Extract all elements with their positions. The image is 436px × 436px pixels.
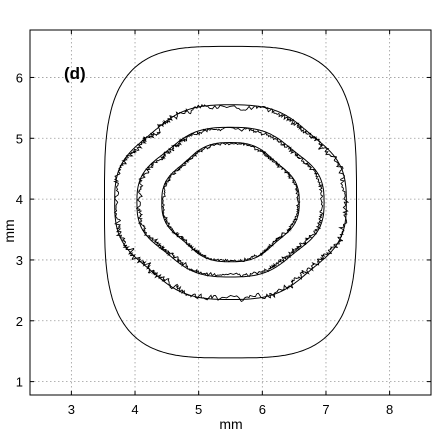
y-tick-label: 5 [16, 131, 23, 146]
axis-ticks: 3 4 5 6 7 8 1 2 3 4 5 6 [16, 30, 431, 417]
irregular-contour-line [113, 103, 350, 302]
y-tick-label: 3 [16, 253, 23, 268]
x-tick-label: 4 [131, 402, 138, 417]
x-tick-label: 3 [68, 402, 75, 417]
x-tick-label: 6 [259, 402, 266, 417]
x-tick-label: 5 [195, 402, 202, 417]
irregular-contour-line [161, 142, 301, 263]
x-tick-label: 7 [322, 402, 329, 417]
y-axis-label: mm [1, 219, 17, 242]
x-axis-label: mm [219, 416, 242, 432]
grid [30, 30, 431, 395]
y-tick-label: 6 [16, 70, 23, 85]
y-tick-label: 2 [16, 314, 23, 329]
y-tick-label: 4 [16, 192, 23, 207]
smooth-contour-line [161, 141, 300, 263]
irregular-contour-line [135, 126, 324, 278]
smooth-contour-line [114, 104, 347, 300]
contour-lines [104, 45, 357, 359]
x-tick-label: 8 [386, 402, 393, 417]
smooth-contour-line [136, 126, 325, 278]
panel-label: (d) [64, 64, 86, 83]
plot-frame [29, 29, 432, 396]
smooth-contour-line [104, 45, 357, 359]
y-tick-label: 1 [16, 375, 23, 390]
